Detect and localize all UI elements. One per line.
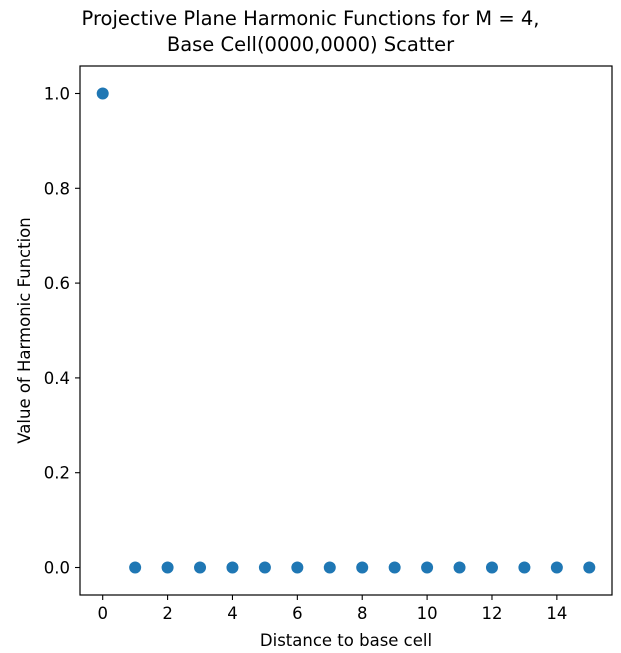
- data-point: [291, 561, 304, 574]
- data-points: [96, 87, 596, 574]
- data-point: [550, 561, 563, 574]
- data-point: [161, 561, 174, 574]
- data-point: [129, 561, 142, 574]
- x-tick-label: 0: [97, 604, 108, 623]
- y-axis-label: Value of Harmonic Function: [15, 217, 34, 443]
- y-axis-ticks: 0.0 0.2 0.4 0.6 0.8 1.0: [44, 84, 80, 578]
- chart-title-line-1: Projective Plane Harmonic Functions for …: [81, 7, 540, 30]
- data-point: [453, 561, 466, 574]
- data-point: [258, 561, 271, 574]
- x-tick-label: 8: [357, 604, 368, 623]
- x-tick-label: 12: [481, 604, 502, 623]
- data-point: [356, 561, 369, 574]
- x-axis-label: Distance to base cell: [260, 631, 432, 650]
- data-point: [323, 561, 336, 574]
- data-point: [194, 561, 207, 574]
- x-tick-label: 2: [162, 604, 173, 623]
- data-point: [226, 561, 239, 574]
- x-tick-label: 6: [292, 604, 303, 623]
- data-point: [388, 561, 401, 574]
- data-point: [518, 561, 531, 574]
- chart-title-line-2: Base Cell(0000,0000) Scatter: [166, 33, 455, 56]
- y-tick-label: 0.6: [44, 274, 70, 293]
- data-point: [96, 87, 109, 100]
- data-point: [421, 561, 434, 574]
- y-tick-label: 0.0: [44, 559, 70, 578]
- x-tick-label: 10: [417, 604, 438, 623]
- y-tick-label: 1.0: [44, 84, 70, 103]
- x-tick-label: 4: [227, 604, 238, 623]
- y-tick-label: 0.8: [44, 179, 70, 198]
- x-axis-ticks: 0 2 4 6 8 10 12 14: [97, 595, 567, 623]
- y-tick-label: 0.4: [44, 369, 70, 388]
- data-point: [583, 561, 596, 574]
- x-tick-label: 14: [546, 604, 567, 623]
- data-point: [485, 561, 498, 574]
- plot-area-frame: [79, 65, 613, 596]
- y-tick-label: 0.2: [44, 464, 70, 483]
